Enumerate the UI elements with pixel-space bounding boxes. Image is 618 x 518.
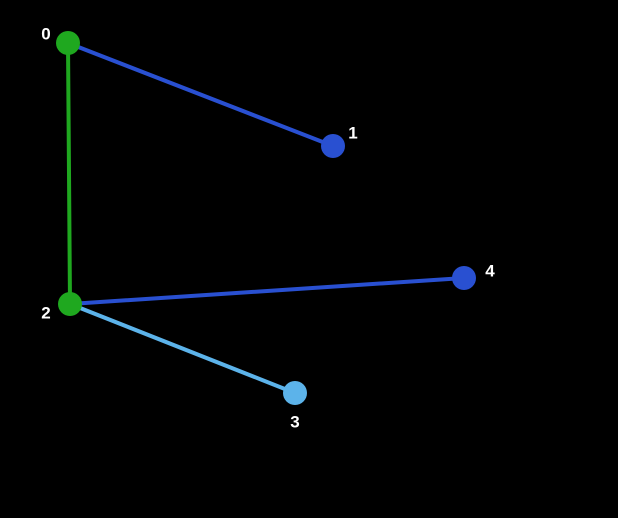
node-1 — [321, 134, 345, 158]
node-label-4: 4 — [485, 261, 495, 280]
node-label-2: 2 — [41, 303, 50, 322]
node-label-1: 1 — [348, 123, 357, 142]
node-3 — [283, 381, 307, 405]
edge-n0-n1 — [68, 43, 333, 146]
edge-n2-n3 — [70, 304, 295, 393]
network-diagram: 0 1 2 3 4 — [0, 0, 618, 518]
node-0 — [56, 31, 80, 55]
node-4 — [452, 266, 476, 290]
node-2 — [58, 292, 82, 316]
node-label-3: 3 — [290, 412, 299, 431]
edge-n0-n2 — [68, 43, 70, 304]
node-label-0: 0 — [41, 24, 50, 43]
edge-n2-n4 — [70, 278, 464, 304]
